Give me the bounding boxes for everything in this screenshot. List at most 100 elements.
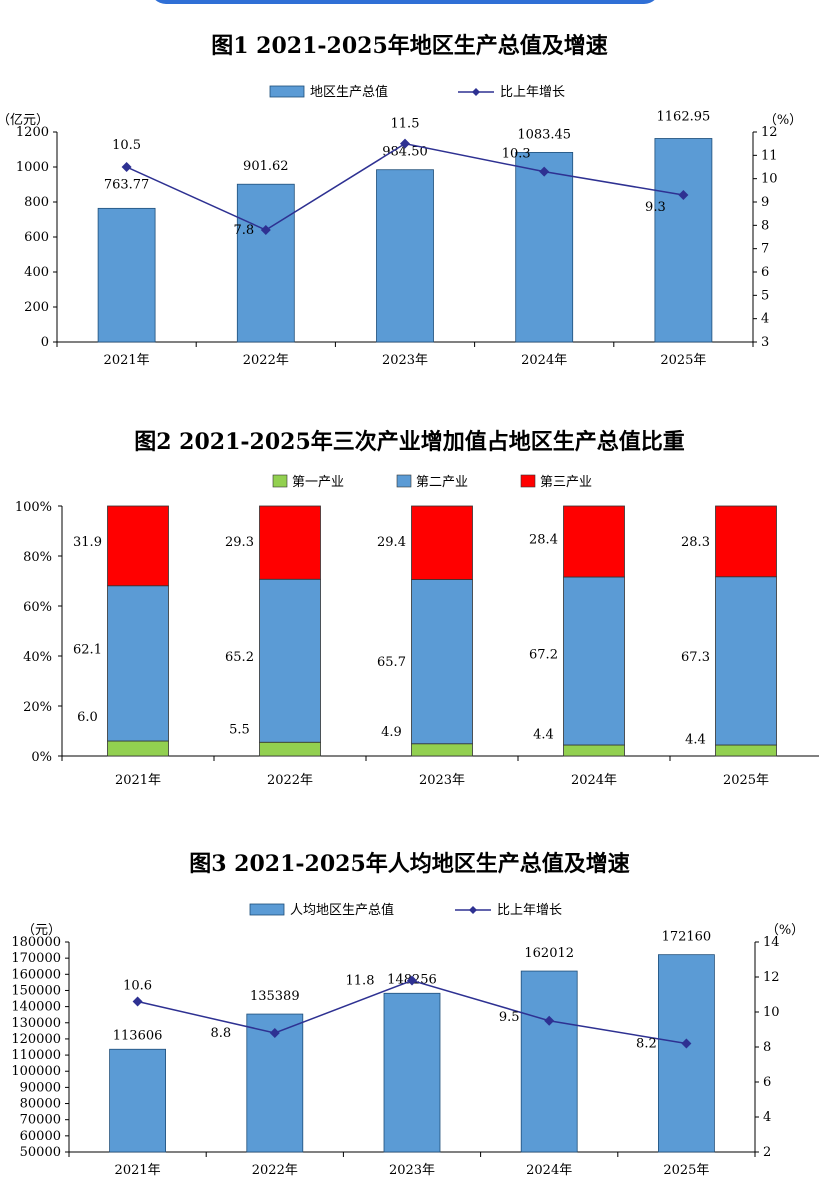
y-right-tick-label: 8	[761, 218, 769, 233]
x-tick-label: 2025年	[663, 1163, 709, 1178]
y-right-tick-label: 12	[763, 970, 780, 985]
y-tick-label: 100%	[15, 500, 52, 515]
segment-value-label: 67.2	[529, 648, 558, 663]
y-left-tick-label: 90000	[20, 1080, 61, 1095]
bar-value-label: 135389	[250, 989, 300, 1004]
segment-value-label: 31.9	[73, 535, 102, 550]
stacked-bar-segment	[563, 505, 625, 578]
growth-point	[132, 996, 143, 1007]
growth-value-label: 7.8	[233, 223, 254, 238]
legend-label: 第一产业	[292, 475, 344, 490]
y-left-tick-label: 180000	[11, 935, 61, 950]
legend-bar-swatch	[269, 85, 305, 98]
bar	[654, 138, 713, 343]
stacked-bar-segment	[715, 576, 777, 746]
y-left-tick-label: 50000	[20, 1145, 61, 1160]
y-right-tick-label: 7	[761, 242, 769, 257]
chart2-industry-share: 第一产业 第二产业 第三产业 0% 20% 40% 60% 80% 100% 2021年 2022年…	[15, 474, 819, 788]
growth-point	[407, 975, 417, 986]
y-right-tick-label: 4	[761, 312, 769, 327]
legend-line-marker	[469, 906, 477, 914]
y-left-tick-label: 80000	[20, 1097, 61, 1112]
segment-value-label: 28.4	[529, 533, 558, 548]
stacked-bar-segment	[411, 743, 473, 757]
growth-value-label: 9.3	[645, 200, 666, 215]
y-left-tick-label: 140000	[11, 1000, 61, 1015]
chart1-title: 图1 2021-2025年地区生产总值及增速	[211, 33, 608, 59]
y-right-tick-label: 11	[761, 148, 778, 163]
stacked-bar-segment	[107, 740, 169, 757]
bar	[520, 970, 578, 1153]
y-left-tick-label: 110000	[11, 1048, 61, 1063]
growth-point	[539, 166, 550, 177]
legend-label: 第三产业	[540, 475, 592, 490]
y-right-tick-label: 9	[761, 195, 769, 210]
growth-point	[400, 138, 410, 149]
y-tick-label: 60%	[23, 600, 52, 615]
segment-value-label: 4.4	[685, 733, 706, 748]
bar	[658, 954, 715, 1153]
y-right-tick-label: 2	[763, 1145, 771, 1160]
segment-value-label: 62.1	[73, 643, 102, 658]
segment-value-label: 5.5	[229, 723, 250, 738]
y-left-tick-label: 70000	[20, 1113, 61, 1128]
chart2-title: 图2 2021-2025年三次产业增加值占地区生产总值比重	[134, 429, 685, 455]
stacked-bar-segment	[715, 505, 777, 578]
growth-value-label: 10.5	[112, 138, 141, 153]
legend-swatch	[520, 474, 536, 488]
growth-value-label: 9.5	[499, 1010, 520, 1025]
growth-value-label: 11.5	[391, 117, 420, 132]
segment-value-label: 65.7	[377, 655, 406, 670]
bar	[236, 183, 295, 343]
y-left-tick-label: 1000	[16, 160, 49, 175]
growth-point	[121, 162, 132, 172]
growth-point	[678, 190, 689, 200]
y-right-tick-label: 12	[761, 125, 778, 140]
x-tick-label: 2022年	[267, 773, 313, 788]
top-accent-bar	[150, 0, 660, 4]
y-tick-label: 80%	[23, 550, 52, 565]
legend-line-label: 比上年增长	[500, 85, 565, 100]
bar-value-label: 1162.95	[657, 109, 711, 124]
stacked-bar-segment	[259, 505, 321, 580]
y-left-tick-label: 0	[41, 335, 49, 350]
stacked-bar-segment	[563, 744, 625, 757]
segment-value-label: 28.3	[681, 535, 710, 550]
segment-value-label: 29.4	[377, 535, 406, 550]
bar-value-label: 1083.45	[517, 127, 571, 142]
legend-bar-label: 地区生产总值	[310, 84, 388, 100]
segment-value-label: 4.9	[381, 725, 402, 740]
legend-bar-swatch	[249, 903, 285, 916]
y-left-tick-label: 1200	[16, 125, 49, 140]
y-right-tick-label: 3	[761, 335, 769, 350]
x-tick-label: 2023年	[382, 353, 428, 368]
y-right-tick-label: 14	[763, 935, 780, 950]
growth-point	[681, 1038, 692, 1049]
x-tick-label: 2022年	[252, 1163, 298, 1178]
bar	[515, 151, 574, 343]
growth-point	[544, 1015, 555, 1026]
stacked-bar-segment	[107, 505, 169, 587]
y-left-tick-label: 120000	[11, 1032, 61, 1047]
x-tick-label: 2025年	[660, 353, 706, 368]
y-right-tick-label: 10	[763, 1005, 780, 1020]
bar	[376, 169, 434, 343]
y-tick-label: 0%	[31, 750, 52, 765]
segment-value-label: 65.2	[225, 650, 254, 665]
growth-value-label: 11.8	[346, 974, 375, 989]
y-left-tick-label: 100000	[11, 1064, 61, 1079]
bar	[383, 992, 441, 1153]
x-tick-label: 2023年	[389, 1163, 435, 1178]
legend-label: 第二产业	[416, 475, 468, 490]
legend-bar-label: 人均地区生产总值	[290, 902, 394, 918]
stacked-bar-segment	[259, 578, 321, 743]
growth-value-label: 10.6	[123, 979, 152, 994]
legend-swatch	[272, 474, 288, 488]
chart3-title: 图3 2021-2025年人均地区生产总值及增速	[189, 851, 630, 877]
y-tick-label: 40%	[23, 650, 52, 665]
segment-value-label: 4.4	[533, 728, 554, 743]
bar-value-label: 984.50	[382, 145, 428, 160]
bar-value-label: 763.77	[104, 177, 150, 192]
y-left-tick-label: 600	[24, 230, 49, 245]
y-left-unit: （亿元）	[0, 113, 49, 128]
